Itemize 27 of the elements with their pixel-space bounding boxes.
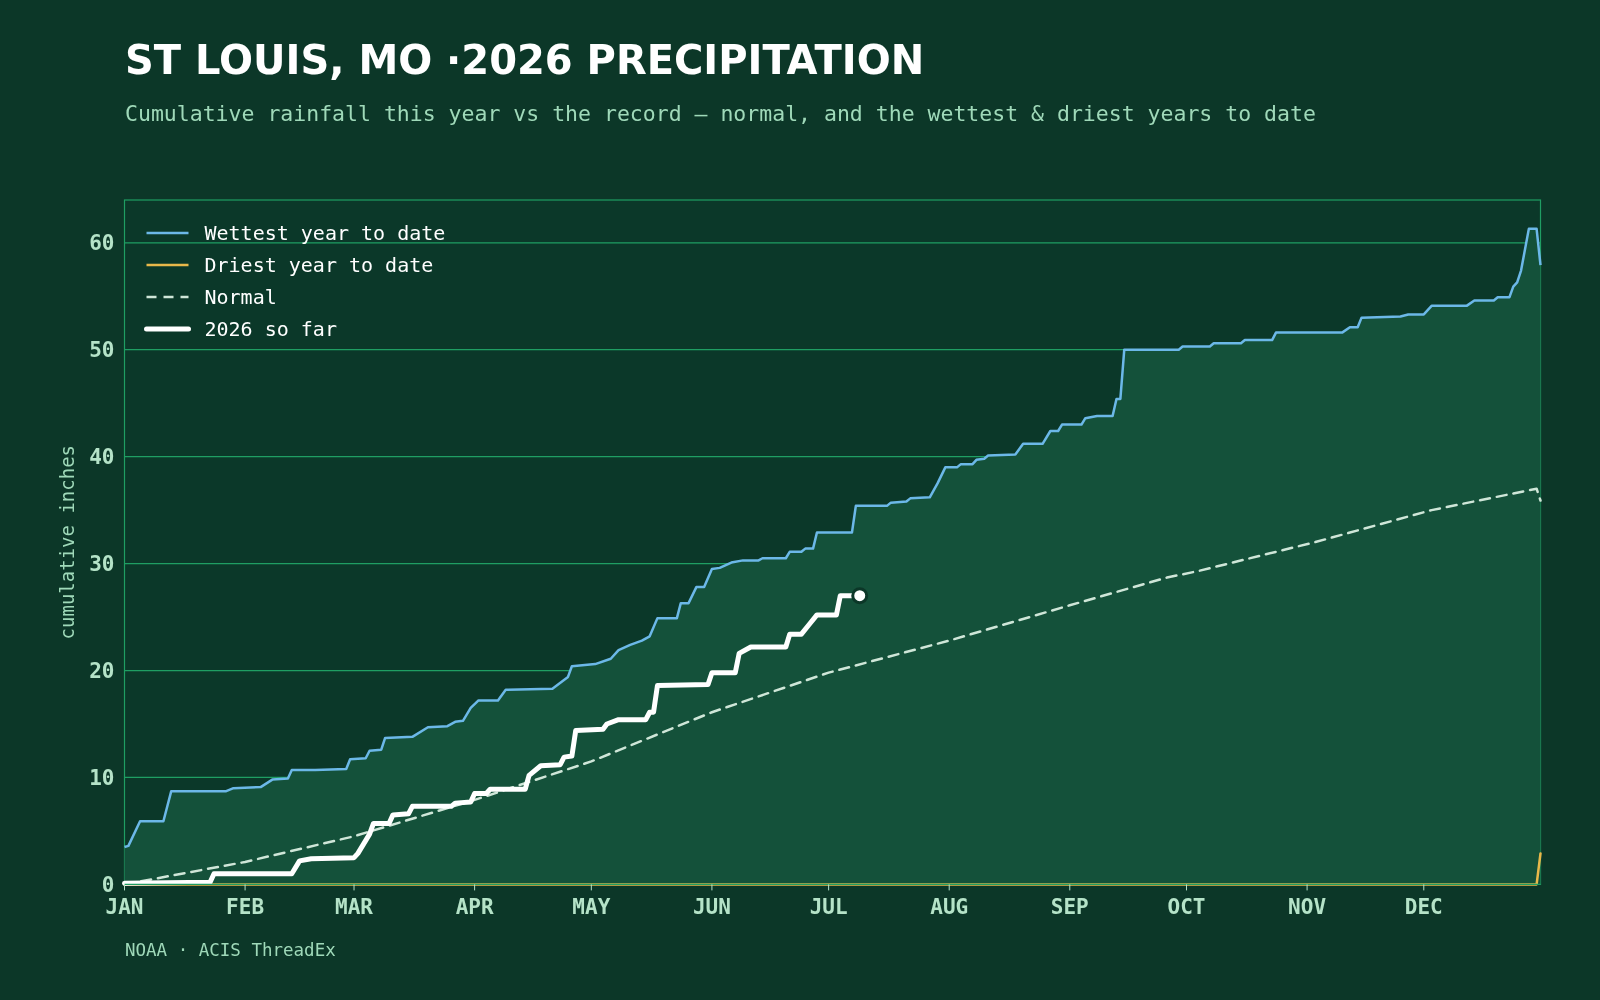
y-tick-label: 0 (101, 872, 115, 897)
legend-label: Driest year to date (204, 253, 434, 277)
x-tick-label: FEB (226, 895, 265, 920)
chart-title: ST LOUIS, MO ·2026 PRECIPITATION (125, 37, 925, 83)
legend-label: 2026 so far (204, 317, 337, 341)
legend-label: Normal (204, 285, 277, 309)
x-tick-label: NOV (1288, 895, 1327, 920)
y-tick-label: 50 (89, 338, 115, 363)
x-tick-label: OCT (1167, 895, 1206, 920)
x-tick-label: JAN (105, 895, 144, 920)
y-tick-label: 10 (89, 765, 115, 790)
y-tick-label: 60 (89, 231, 115, 256)
y-tick-label: 40 (89, 445, 115, 469)
x-tick-label: AUG (930, 895, 969, 920)
x-tick-label: SEP (1050, 895, 1089, 920)
text: NOAA · ACIS ThreadEx (125, 940, 336, 960)
x-tick-label: APR (455, 895, 494, 920)
x-tick-label: JUN (692, 895, 731, 920)
y-tick-label: 30 (89, 551, 115, 576)
x-tick-label: DEC (1404, 895, 1443, 920)
x-tick-label: MAY (572, 895, 611, 920)
x-tick-label: MAR (335, 895, 374, 920)
chart-subtitle: Cumulative rainfall this year vs the record — normal, and the wettest & driest years to date (125, 101, 1316, 126)
legend-label: Wettest year to date (204, 221, 446, 245)
y-tick-label: 20 (89, 658, 115, 683)
y-axis-title: cumulative inches (56, 444, 78, 640)
x-tick-label: JUL (809, 895, 848, 920)
